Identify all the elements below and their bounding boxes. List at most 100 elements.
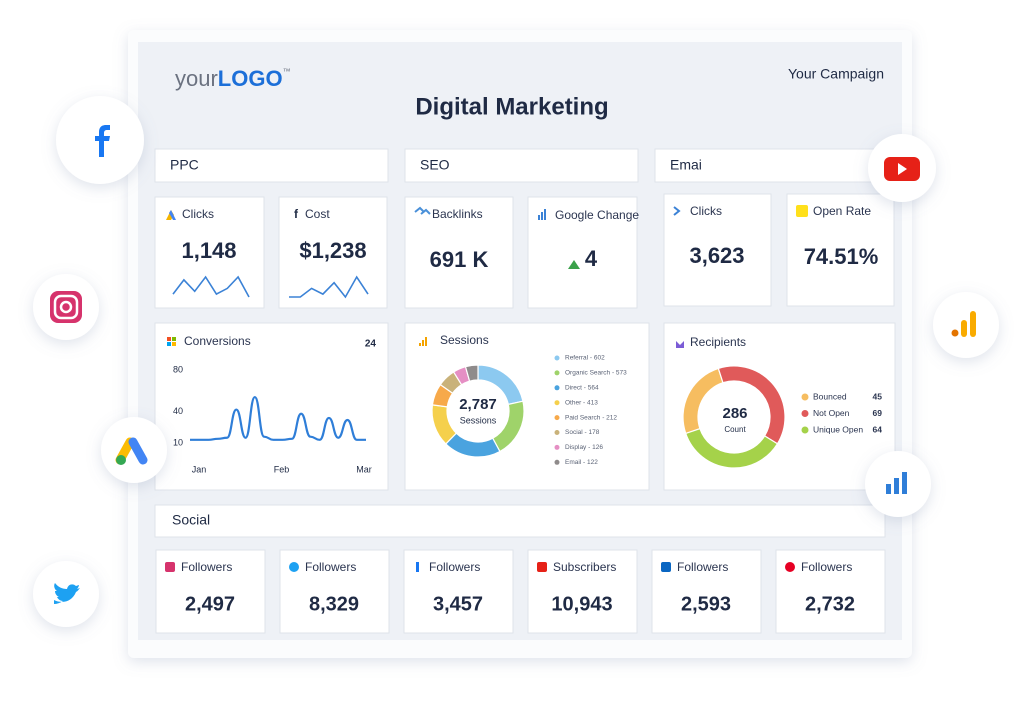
legend-swatch [554,370,560,376]
social-icon [165,562,175,572]
social-value: 2,593 [681,593,731,615]
icon-windows [167,337,176,346]
legend-label: Social - 178 [565,429,600,436]
social-value: 8,329 [309,593,359,615]
social-value: 3,457 [433,593,483,615]
icon-youtube-play [898,163,907,175]
logo-prefix: your [175,66,218,91]
section-title: Social [172,512,210,528]
legend-value: 45 [873,391,883,401]
icon-bars [538,209,546,220]
social-tile [279,549,390,634]
metric-value: $1,238 [299,238,366,263]
legend-label: Other - 413 [565,399,598,406]
x-tick-label: Mar [356,464,372,474]
social-icon [537,562,547,572]
social-label: Followers [305,560,356,574]
y-tick-label: 80 [173,364,183,374]
donut-caption: Count [724,425,746,434]
section-title: PPC [170,157,199,173]
legend-swatch [554,385,560,391]
icon-up [568,260,580,269]
line [190,395,366,441]
legend-value: 64 [873,424,883,434]
legend-label: Unique Open [813,424,863,434]
icon-instagram [53,294,79,320]
social-label: Followers [429,560,480,574]
section-title: Emai [670,157,702,173]
legend-value: 69 [873,408,883,418]
donut-total: 2,787 [459,396,497,413]
social-label: Followers [677,560,728,574]
donut-segment [464,364,479,382]
social-icon [785,562,795,572]
icon-instagram [50,291,82,323]
chart-total: 24 [365,339,377,350]
legend-swatch [801,426,809,434]
legend-swatch [554,444,560,450]
donut-total: 286 [722,405,747,422]
chart-tile [154,322,389,491]
legend-swatch [801,393,809,401]
icon-chevron [673,206,681,216]
campaign: Your Campaign [788,66,884,82]
metric-value: 74.51% [804,244,879,269]
legend-swatch [554,400,560,406]
legend-label: Paid Search - 212 [565,414,617,421]
metric-tile [278,196,388,309]
legend-swatch [554,415,560,421]
icon-facebook [95,125,110,157]
metric-value: 4 [585,246,598,271]
icon-facebook: f [294,207,299,221]
x-tick-label: Feb [274,464,290,474]
section-header [654,148,886,183]
social-icon [661,562,671,572]
legend-swatch [554,459,560,465]
metric-tile [527,196,638,309]
title: Digital Marketing [415,93,608,120]
donut-caption: Sessions [460,415,497,425]
icon-bars [886,472,907,494]
section-header [154,148,389,183]
donut-segment [684,427,779,469]
social-icon [289,562,299,572]
icon-recipients [676,341,684,348]
chart-title: Conversions [184,334,251,348]
metric-tile [663,193,772,307]
legend-swatch [554,430,560,435]
social-label: Subscribers [553,560,616,574]
social-icon [416,562,419,572]
metric-label: Open Rate [813,204,871,218]
icon-google-ads [128,437,148,465]
legend-label: Organic Search - 573 [565,370,627,377]
social-label: Followers [801,560,852,574]
icon-google-ads [116,455,126,465]
icon-instagram [59,300,73,314]
legend-label: Email - 122 [565,459,598,466]
social-value: 10,943 [551,593,612,615]
metric-label: Cost [305,207,330,221]
legend-label: Not Open [813,408,850,418]
metric-label: Clicks [690,204,722,218]
icon-mailchimp [796,205,808,217]
icon-analytics [970,311,976,337]
sparkline [172,275,250,298]
x-tick-label: Jan [192,464,207,474]
y-tick-label: 40 [173,406,183,416]
icon-link [414,206,431,215]
icon-analytics [961,320,967,337]
icon-google-ads [169,210,176,220]
section-header [154,504,886,538]
logo: yourLOGO™ [175,66,291,91]
metric-label: Google Change [555,208,639,222]
metric-value: 691 K [430,247,489,272]
social-value: 2,732 [805,593,855,615]
legend-label: Direct - 564 [565,385,599,392]
metric-value: 3,623 [689,243,744,268]
chart-title: Recipients [690,335,746,349]
chart-title: Sessions [440,333,489,347]
social-value: 2,497 [185,593,235,615]
metric-label: Clicks [182,207,214,221]
legend-swatch [801,410,809,417]
